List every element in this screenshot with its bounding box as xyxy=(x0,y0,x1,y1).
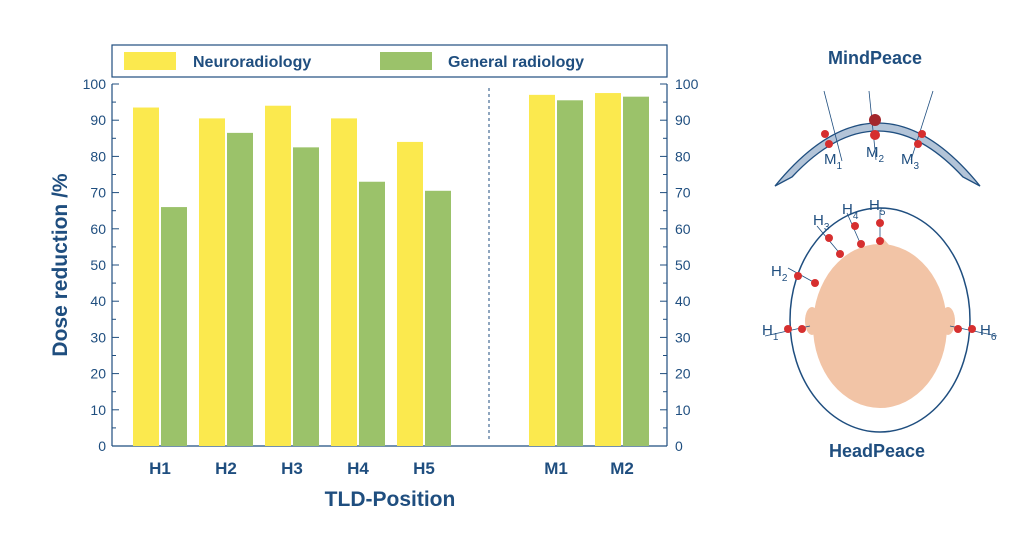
legend-swatch-neuroradiology xyxy=(124,52,176,70)
bar-neuroradiology-h2 xyxy=(199,118,225,446)
y-tick-label-right: 90 xyxy=(675,112,691,128)
y-tick-label-left: 80 xyxy=(90,148,106,164)
label-h6: H6 xyxy=(980,322,997,343)
tld-dot-h5-a xyxy=(876,219,884,227)
mindpeace-title: MindPeace xyxy=(828,48,922,68)
tld-dot-h1-a xyxy=(784,325,792,333)
tld-dot-h5-b xyxy=(876,237,884,245)
x-tick-label-m2: M2 xyxy=(610,459,634,478)
bar-chart: Neuroradiology General radiology 0 10 20 30… xyxy=(49,44,699,511)
bar-general-radiology-m2 xyxy=(623,96,649,447)
y-tick-label-right: 100 xyxy=(675,76,699,92)
tld-dot-m3-b xyxy=(914,140,922,148)
y-tick-label-right: 40 xyxy=(675,293,691,309)
tld-dot-h6-a xyxy=(954,325,962,333)
tld-dot-h3-b xyxy=(836,250,844,258)
legend-swatch-general-radiology xyxy=(380,52,432,70)
head xyxy=(813,244,947,408)
legend-label-neuroradiology: Neuroradiology xyxy=(193,54,311,71)
y-tick-label-left: 100 xyxy=(83,76,107,92)
legend-label-general-radiology: General radiology xyxy=(448,54,584,71)
y-tick-label-left: 60 xyxy=(90,221,106,237)
tld-dot-m2-b xyxy=(870,130,880,140)
bar-general-radiology-m1 xyxy=(557,100,583,446)
y-tick-label-left: 30 xyxy=(90,329,106,345)
x-tick-labels: H1 H2 H3 H4 H5 M1 M2 xyxy=(149,459,634,478)
x-tick-label-h2: H2 xyxy=(215,459,237,478)
tld-dot-m3-a xyxy=(918,130,926,138)
mindpeace-diagram: MindPeace M1 M2 M3 xyxy=(774,48,981,187)
label-m1: M1 xyxy=(824,151,843,172)
tld-dot-h4-b xyxy=(857,240,865,248)
y-tick-label-right: 70 xyxy=(675,185,691,201)
x-tick-label-h4: H4 xyxy=(347,459,369,478)
label-m3: M3 xyxy=(901,151,920,172)
label-h1: H1 xyxy=(762,322,779,343)
y-tick-label-right: 60 xyxy=(675,221,691,237)
bar-neuroradiology-m2 xyxy=(595,93,621,447)
label-h5: H5 xyxy=(869,197,886,218)
x-tick-label-m1: M1 xyxy=(544,459,568,478)
x-tick-label-h1: H1 xyxy=(149,459,171,478)
headpeace-diagram: H1 H2 H3 H4 H5 H6 HeadPeace xyxy=(762,197,998,461)
mindpeace-shield xyxy=(774,122,981,187)
x-tick-label-h5: H5 xyxy=(413,459,435,478)
y-tick-label-right: 0 xyxy=(675,438,683,454)
x-axis-title: TLD-Position xyxy=(325,488,456,511)
y-ticks-left: 0 10 20 30 40 50 60 70 80 90 100 xyxy=(83,76,119,454)
bar-general-radiology-h2 xyxy=(227,132,253,446)
y-tick-label-left: 10 xyxy=(90,402,106,418)
tld-dot-h4-a xyxy=(851,222,859,230)
tld-dot-h2-a xyxy=(794,272,802,280)
y-tick-label-left: 90 xyxy=(90,112,106,128)
legend: Neuroradiology General radiology xyxy=(111,44,668,78)
tld-dot-h6-b xyxy=(968,325,976,333)
headpeace-dots xyxy=(784,219,976,333)
bar-neuroradiology-h5 xyxy=(397,141,423,447)
bar-neuroradiology-h4 xyxy=(331,118,357,446)
tld-dot-m1-b xyxy=(825,140,833,148)
bar-general-radiology-h4 xyxy=(359,181,385,447)
label-m2: M2 xyxy=(866,144,885,165)
mindpeace-dots xyxy=(821,114,926,148)
y-ticks-right: 0 10 20 30 40 50 60 70 80 90 100 xyxy=(660,76,699,454)
label-h4: H4 xyxy=(842,201,859,222)
y-tick-label-left: 40 xyxy=(90,293,106,309)
y-tick-label-right: 50 xyxy=(675,257,691,273)
bar-general-radiology-h1 xyxy=(161,207,187,446)
bar-neuroradiology-h1 xyxy=(133,107,159,446)
y-tick-label-right: 30 xyxy=(675,329,691,345)
y-tick-label-left: 0 xyxy=(98,438,106,454)
mindpeace-labels: M1 M2 M3 xyxy=(824,144,920,172)
y-tick-label-left: 70 xyxy=(90,185,106,201)
y-tick-label-right: 20 xyxy=(675,366,691,382)
headpeace-title: HeadPeace xyxy=(829,441,925,461)
tld-dot-m1-a xyxy=(821,130,829,138)
tld-dot-h1-b xyxy=(798,325,806,333)
mindpeace-pointer-lines xyxy=(823,90,934,162)
label-h2: H2 xyxy=(771,263,788,284)
bar-neuroradiology-h3 xyxy=(265,105,291,446)
x-tick-label-h3: H3 xyxy=(281,459,303,478)
tld-dot-h2-b xyxy=(811,279,819,287)
bar-general-radiology-h5 xyxy=(425,190,451,446)
label-h3: H3 xyxy=(813,212,830,233)
y-axis-title: Dose reduction /% xyxy=(49,173,72,357)
bar-neuroradiology-m1 xyxy=(529,94,555,447)
y-tick-label-right: 80 xyxy=(675,148,691,164)
y-tick-label-left: 20 xyxy=(90,366,106,382)
tld-dot-h3-a xyxy=(825,234,833,242)
bars xyxy=(133,93,649,447)
headpeace-labels: H1 H2 H3 H4 H5 H6 xyxy=(762,197,997,343)
y-tick-label-right: 10 xyxy=(675,402,691,418)
y-tick-label-left: 50 xyxy=(90,257,106,273)
bar-general-radiology-h3 xyxy=(293,147,319,446)
tld-dot-m2-a xyxy=(869,114,881,126)
